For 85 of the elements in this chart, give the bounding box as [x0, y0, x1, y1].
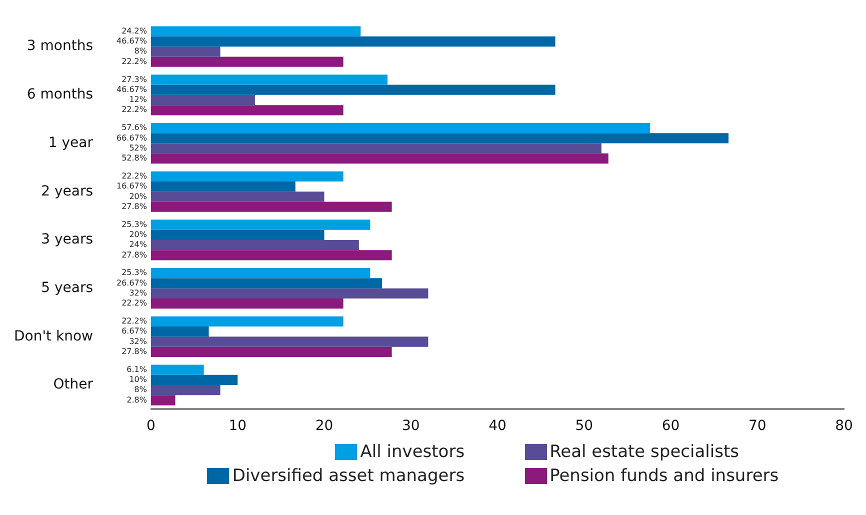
data-label: 12% [129, 95, 148, 104]
data-label: 22.2% [122, 56, 148, 66]
bar [151, 171, 344, 182]
legend-label: All investors [360, 442, 465, 462]
y-tick-label: 5 years [41, 280, 94, 296]
bar [151, 56, 344, 67]
bar [151, 240, 359, 250]
data-label: 8% [134, 385, 148, 394]
data-label: 27.3% [122, 74, 148, 84]
data-label: 22.2% [122, 298, 148, 308]
bar [151, 74, 388, 85]
data-label: 8% [134, 46, 148, 56]
bar [151, 105, 344, 116]
bar [151, 192, 324, 202]
data-label: 25.3% [122, 268, 148, 278]
bar [151, 122, 650, 134]
data-label: 27.8% [122, 250, 148, 260]
data-label: 24.2% [122, 26, 148, 36]
bar [151, 385, 220, 396]
bar [151, 288, 428, 298]
x-tick-label: 40 [488, 418, 506, 434]
bar [151, 143, 602, 154]
x-tick-label: 20 [315, 418, 334, 434]
data-label: 57.6% [122, 123, 148, 132]
data-label: 52% [129, 143, 148, 152]
data-label: 6.1% [126, 364, 148, 374]
bar [151, 220, 370, 230]
legend-label: Real estate specialists [550, 442, 739, 462]
bar [151, 133, 729, 144]
bar [151, 46, 220, 57]
bar [151, 181, 296, 192]
bar [151, 316, 344, 327]
bar [151, 298, 344, 309]
data-label: 22.2% [122, 316, 148, 326]
y-tick-label: 3 months [26, 38, 94, 54]
data-label: 2.8% [126, 395, 148, 404]
y-tick-label: 3 years [41, 232, 94, 248]
bar [151, 94, 255, 106]
y-tick-label: 1 year [48, 134, 94, 151]
data-label: 22.2% [122, 105, 148, 114]
y-tick-label: Other [53, 376, 94, 393]
data-label: 24% [129, 240, 148, 250]
bar [151, 26, 361, 36]
data-label: 32% [129, 288, 148, 298]
legend-label: Pension funds and insurers [550, 466, 779, 486]
legend-label: Diversified asset managers [232, 466, 465, 486]
bar [151, 326, 209, 337]
x-tick-label: 50 [575, 418, 594, 434]
bar [151, 278, 382, 288]
bar [151, 250, 392, 260]
bar [151, 84, 556, 95]
bar [151, 202, 392, 212]
bar [151, 230, 324, 240]
data-label: 20% [129, 230, 148, 239]
data-label: 6.67% [122, 326, 148, 336]
data-label: 27.8% [122, 202, 148, 211]
y-tick-label: 2 years [41, 183, 94, 200]
y-tick-label: 6 months [26, 86, 94, 103]
y-tick-label: Don't know [14, 328, 94, 344]
x-tick-label: 80 [835, 418, 853, 434]
data-label: 10% [129, 375, 148, 384]
data-label: 27.8% [122, 346, 148, 356]
data-label: 52.8% [122, 154, 148, 163]
data-label: 66.67% [116, 133, 148, 142]
data-label: 20% [129, 192, 148, 201]
data-label: 25.3% [122, 220, 148, 229]
bar [151, 364, 204, 375]
bar [151, 374, 238, 386]
data-label: 16.67% [116, 182, 148, 191]
data-label: 46.67% [116, 84, 148, 94]
bar [151, 268, 370, 278]
x-tick-label: 30 [402, 418, 420, 434]
bar [151, 336, 428, 347]
bar [151, 395, 176, 406]
bar [151, 346, 392, 357]
data-label: 22.2% [122, 171, 148, 180]
x-tick-label: 60 [662, 418, 680, 434]
bar [151, 153, 608, 164]
x-tick-label: 0 [146, 418, 156, 434]
data-label: 32% [129, 336, 148, 346]
x-tick-label: 70 [748, 418, 766, 434]
data-label: 46.67% [116, 36, 148, 46]
data-label: 26.67% [116, 278, 148, 288]
bar [151, 36, 556, 47]
x-tick-label: 10 [228, 418, 247, 434]
